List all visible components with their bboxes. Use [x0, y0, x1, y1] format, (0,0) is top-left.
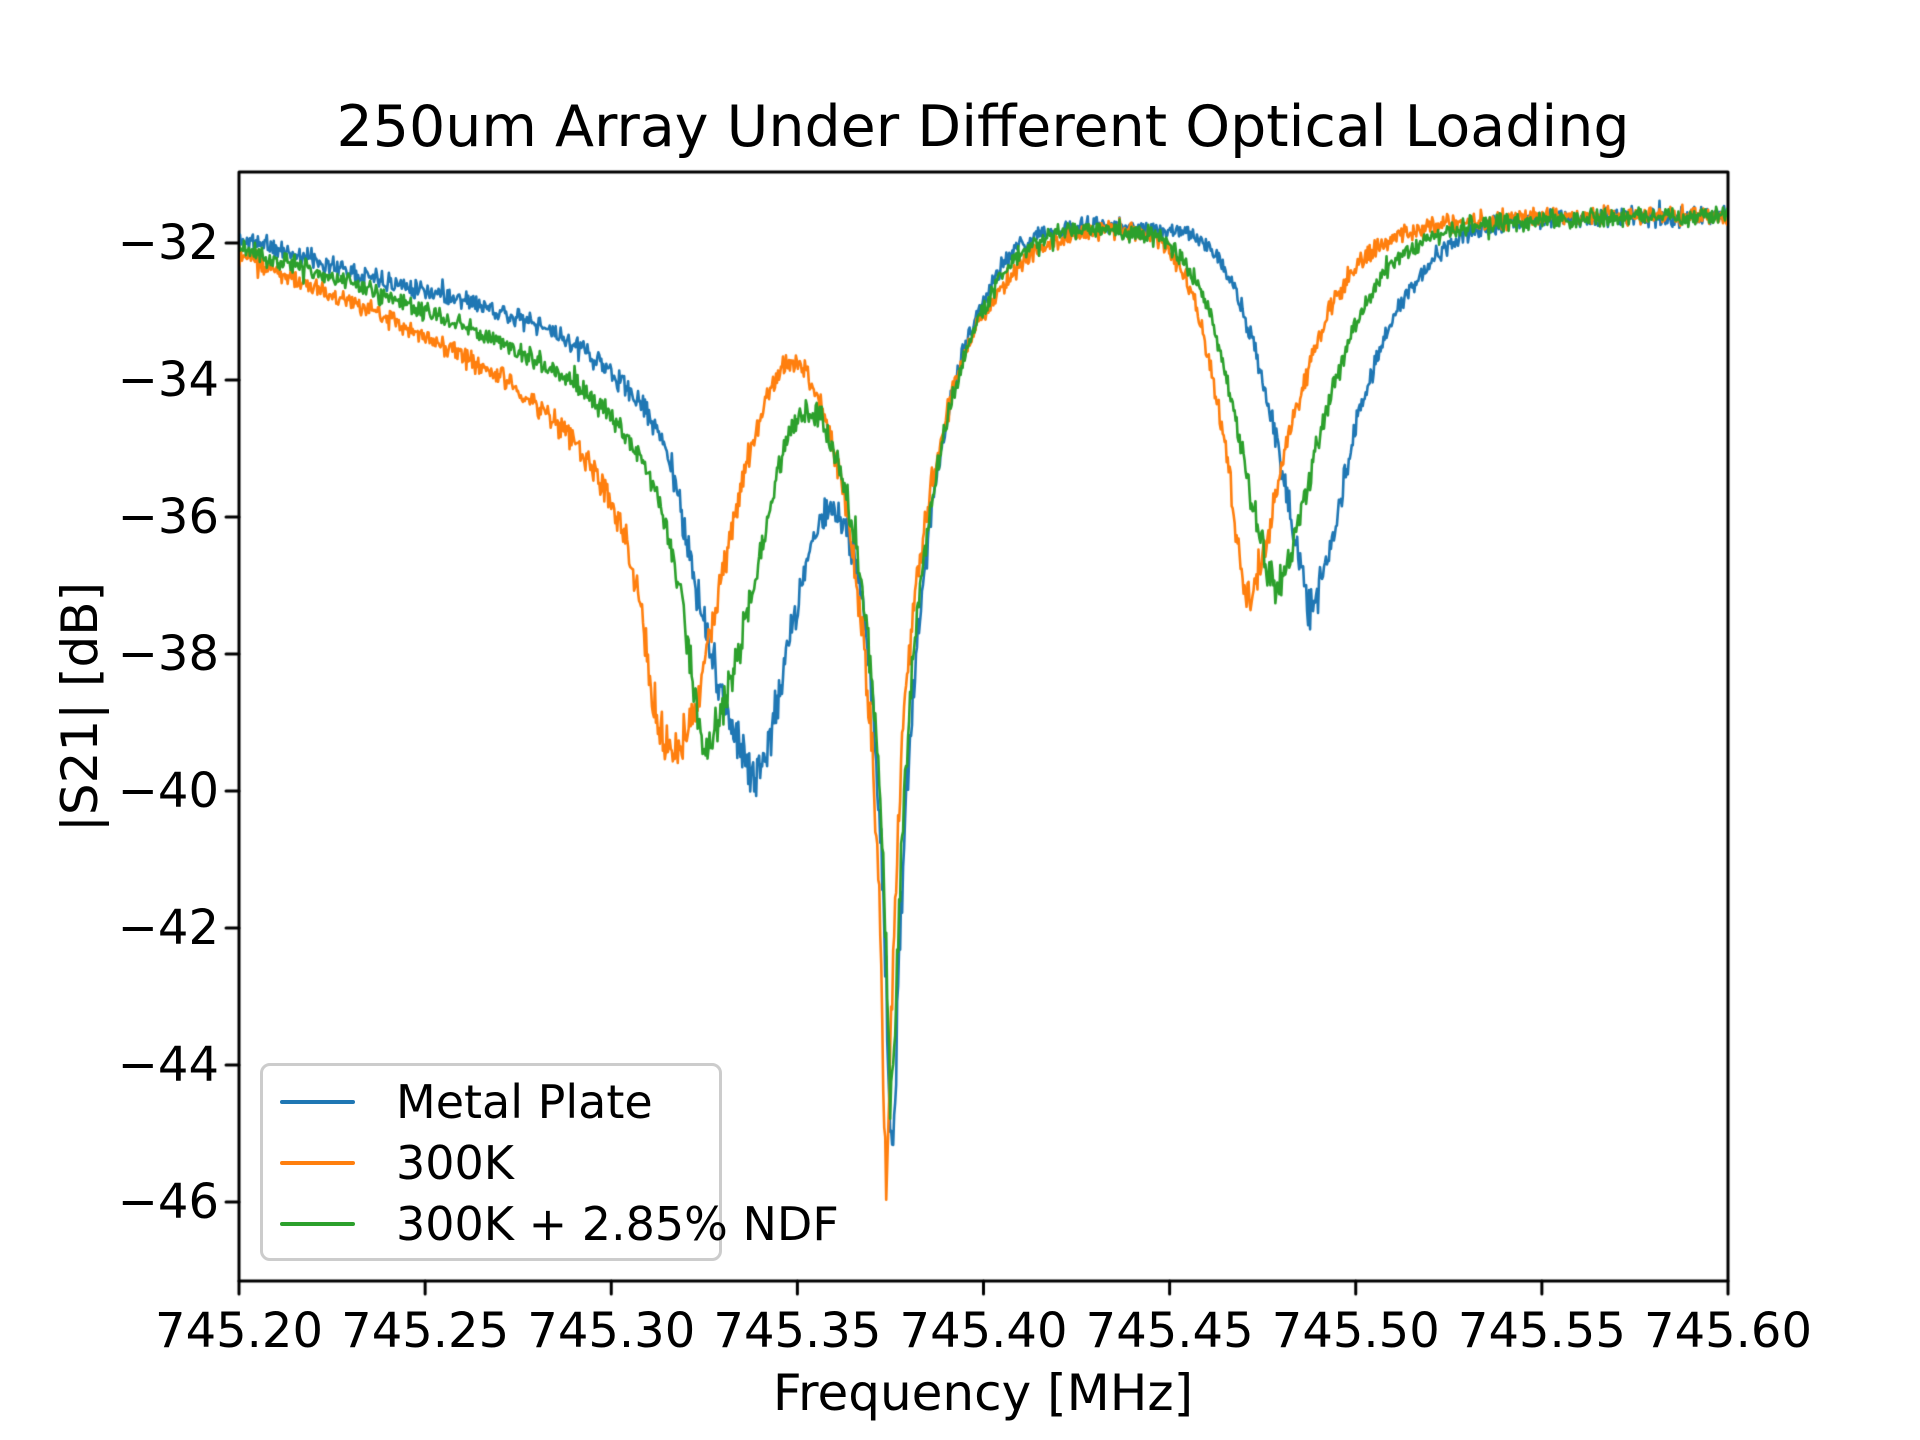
x-tick-label: 745.45	[1085, 1303, 1254, 1359]
x-tick-label: 745.55	[1457, 1303, 1626, 1359]
y-tick-label: −34	[117, 352, 219, 408]
legend-line-sample	[280, 1161, 355, 1165]
y-tick-label: −44	[117, 1037, 219, 1093]
legend-label: Metal Plate	[396, 1075, 653, 1129]
y-tick-label: −42	[117, 900, 219, 956]
x-tick-label: 745.30	[527, 1303, 696, 1359]
legend-label: 300K + 2.85% NDF	[396, 1197, 839, 1251]
x-tick-label: 745.40	[899, 1303, 1068, 1359]
y-tick-label: −40	[117, 763, 219, 819]
x-tick-label: 745.60	[1644, 1303, 1812, 1359]
legend: Metal Plate 300K 300K + 2.85% NDF	[260, 1063, 839, 1261]
legend-line-sample	[280, 1100, 355, 1104]
y-tick-label: −32	[117, 215, 219, 271]
x-tick-label: 745.35	[713, 1303, 882, 1359]
y-tick-label: −36	[117, 489, 219, 545]
x-tick-label: 745.20	[155, 1303, 323, 1359]
legend-line-sample	[280, 1222, 355, 1226]
y-tick-label: −38	[117, 626, 219, 682]
y-axis-label: |S21| [dB]	[51, 582, 109, 832]
legend-label: 300K	[396, 1136, 514, 1190]
y-tick-label: −46	[117, 1174, 219, 1230]
x-axis-label: Frequency [MHz]	[772, 1364, 1194, 1422]
x-tick-label: 745.50	[1271, 1303, 1440, 1359]
x-tick-label: 745.25	[341, 1303, 510, 1359]
chart-title: 250um Array Under Different Optical Load…	[336, 94, 1630, 160]
